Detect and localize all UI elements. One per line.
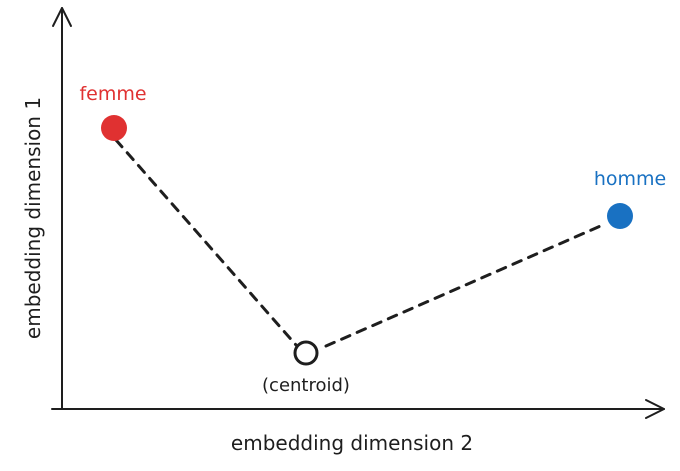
centroid-point [293, 340, 319, 366]
homme-point [607, 203, 633, 229]
x-axis-label: embedding dimension 2 [231, 431, 473, 455]
y-axis-arrowhead [52, 7, 72, 27]
femme-point [101, 115, 127, 141]
homme-label: homme [594, 168, 666, 190]
dashed-line-centroid-homme [324, 222, 607, 348]
centroid-label: (centroid) [262, 375, 350, 396]
dashed-line-femme-centroid [114, 138, 298, 347]
x-axis-arrowhead [645, 399, 665, 419]
x-axis [51, 399, 665, 419]
y-axis [52, 7, 72, 409]
femme-label: femme [79, 83, 146, 105]
y-axis-label: embedding dimension 1 [21, 97, 45, 339]
